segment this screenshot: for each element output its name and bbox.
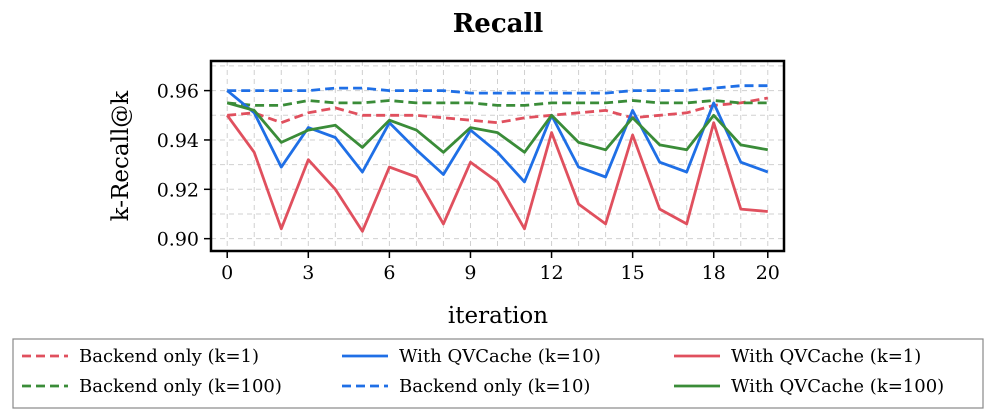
legend-label: Backend only (k=100) [79, 376, 282, 397]
legend-label: Backend only (k=1) [79, 346, 259, 367]
legend-label: With QVCache (k=1) [731, 346, 921, 367]
x-tick-label: 0 [221, 262, 233, 284]
legend-frame [12, 338, 984, 409]
x-tick-label: 3 [302, 262, 314, 284]
y-tick-label: 0.96 [157, 81, 199, 103]
x-tick-label: 15 [621, 262, 645, 284]
axis-ticks: 0 3 6 9 12 15 18 20 0.90 0.92 0.94 0.96 [157, 81, 780, 284]
series-line-5 [226, 89, 769, 184]
x-tick-label: 18 [702, 262, 726, 284]
series-line-6 [226, 101, 769, 154]
y-tick-label: 0.92 [157, 179, 199, 201]
x-tick-label: 20 [756, 262, 780, 284]
y-axis-label: k-Recall@k [108, 90, 134, 222]
plot-frame [209, 59, 786, 253]
grid [211, 61, 784, 251]
series-line-3 [227, 99, 768, 107]
legend: Backend only (k=1) Backend only (k=100) Wi… [12, 338, 984, 409]
legend-label: Backend only (k=10) [399, 376, 590, 397]
legend-label: With QVCache (k=10) [399, 346, 601, 367]
x-axis-label: iteration [448, 303, 548, 329]
series-line-4 [226, 114, 768, 233]
series-lines [226, 84, 769, 233]
x-tick-label: 12 [539, 262, 563, 284]
y-tick-label: 0.90 [157, 229, 199, 251]
x-tick-label: 9 [464, 262, 476, 284]
x-tick-label: 6 [383, 262, 395, 284]
series-line-2 [227, 84, 768, 95]
chart-title: Recall [453, 9, 544, 39]
y-tick-label: 0.94 [157, 130, 199, 152]
legend-label: With QVCache (k=100) [731, 376, 944, 397]
